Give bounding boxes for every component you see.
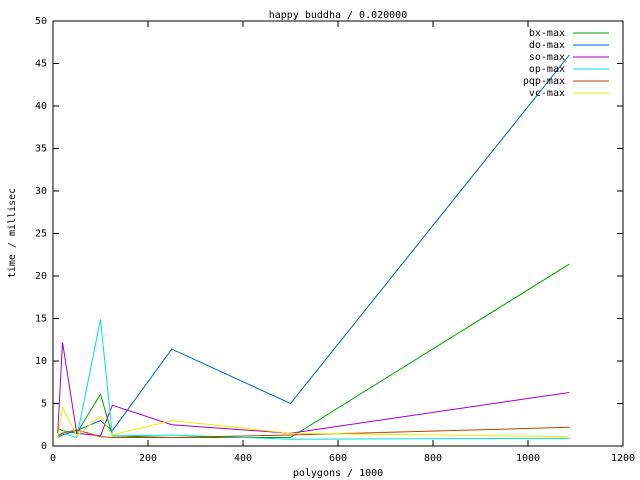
- series-line: [57, 263, 570, 438]
- y-tick-label: 0: [41, 441, 47, 452]
- y-tick-label: 40: [35, 101, 47, 112]
- x-tick-label: 1200: [611, 453, 635, 464]
- series-line: [57, 54, 570, 438]
- y-tick-label: 5: [41, 399, 47, 410]
- legend-label: pqp-max: [523, 76, 565, 87]
- series-line: [57, 426, 570, 438]
- x-tick-label: 0: [50, 453, 56, 464]
- y-tick-label: 25: [35, 229, 47, 240]
- series-line: [57, 319, 570, 440]
- chart-title: happy buddha / 0.020000: [269, 10, 407, 21]
- y-axis-label: time / millisec: [7, 188, 18, 278]
- y-tick-label: 10: [35, 356, 47, 367]
- y-tick-label: 30: [35, 186, 47, 197]
- legend-label: so-max: [529, 52, 565, 63]
- y-tick-label: 20: [35, 271, 47, 282]
- legend-label: bx-max: [529, 28, 565, 39]
- y-tick-label: 45: [35, 59, 47, 70]
- x-tick-label: 800: [424, 453, 442, 464]
- legend-label: vc-max: [529, 88, 565, 99]
- series-line: [57, 406, 570, 438]
- legend-label: do-max: [529, 40, 565, 51]
- series-line: [57, 342, 570, 437]
- x-tick-label: 1000: [516, 453, 540, 464]
- x-axis-label: polygons / 1000: [293, 468, 383, 479]
- y-tick-label: 15: [35, 314, 47, 325]
- x-tick-label: 200: [139, 453, 157, 464]
- x-tick-label: 400: [234, 453, 252, 464]
- y-tick-label: 35: [35, 144, 47, 155]
- x-tick-label: 600: [329, 453, 347, 464]
- legend-label: op-max: [529, 64, 565, 75]
- y-tick-label: 50: [35, 16, 47, 27]
